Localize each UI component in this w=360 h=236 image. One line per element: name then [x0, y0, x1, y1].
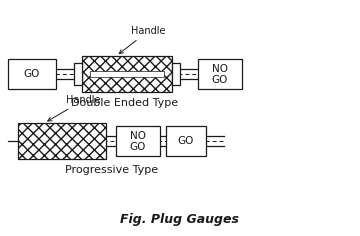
Text: GO: GO	[178, 136, 194, 146]
Bar	[8, 59, 56, 89]
Text: GO: GO	[130, 142, 146, 152]
Bar	[172, 63, 180, 85]
Text: Handle: Handle	[48, 95, 101, 121]
Text: GO: GO	[24, 69, 40, 79]
Text: Handle: Handle	[119, 26, 166, 54]
Bar	[166, 126, 206, 156]
Text: Progressive Type: Progressive Type	[66, 165, 158, 175]
Bar	[74, 63, 82, 85]
Text: Double Ended Type: Double Ended Type	[71, 98, 179, 108]
Bar	[90, 71, 164, 77]
Bar	[18, 123, 106, 159]
Bar	[82, 56, 172, 92]
Bar	[116, 126, 160, 156]
Text: NO: NO	[212, 64, 228, 74]
Text: GO: GO	[212, 75, 228, 85]
Text: Fig. Plug Gauges: Fig. Plug Gauges	[121, 213, 239, 226]
Text: NO: NO	[130, 131, 146, 141]
Bar	[198, 59, 242, 89]
